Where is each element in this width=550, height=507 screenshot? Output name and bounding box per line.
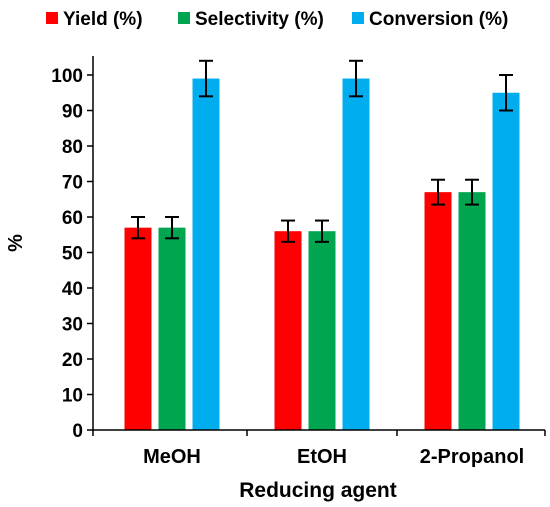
bar [342, 78, 370, 431]
legend-swatch-yield [46, 12, 58, 24]
y-tick-label: 20 [62, 350, 83, 371]
bar [424, 192, 452, 430]
legend-swatch-selectivity [178, 12, 190, 24]
x-tick-label: MeOH [143, 446, 201, 468]
legend-label-yield: Yield (%) [63, 9, 143, 30]
y-axis: 0 10 20 30 40 50 60 70 80 90 100% [5, 56, 94, 442]
bar [124, 227, 152, 430]
legend: Yield (%) Selectivity (%) Conversion (%) [46, 9, 508, 30]
y-tick-label: 40 [62, 279, 83, 300]
x-axis: MeOH EtOH 2-Propanol Reducing agent [92, 429, 546, 502]
y-tick-label: 10 [62, 386, 83, 407]
y-tick-label: 60 [62, 208, 83, 229]
y-tick-label: 0 [72, 421, 83, 442]
y-tick-label: 100 [51, 66, 83, 87]
bar [492, 92, 520, 430]
legend-label-selectivity: Selectivity (%) [195, 9, 324, 30]
y-tick-label: 30 [62, 315, 83, 336]
y-tick-label: 90 [62, 102, 83, 123]
bar [308, 231, 336, 430]
y-axis-label: % [5, 234, 27, 252]
y-tick-label: 50 [62, 244, 83, 265]
y-tick-label: 80 [62, 137, 83, 158]
bar [458, 192, 486, 430]
bar [274, 231, 302, 430]
x-axis-label: Reducing agent [239, 479, 397, 502]
bar [192, 78, 220, 431]
legend-label-conversion: Conversion (%) [369, 9, 508, 30]
x-tick-label: 2-Propanol [420, 446, 524, 468]
x-tick-label: EtOH [297, 446, 347, 468]
bar [158, 227, 186, 430]
legend-swatch-conversion [352, 12, 364, 24]
y-tick-label: 70 [62, 173, 83, 194]
bars [124, 59, 520, 431]
